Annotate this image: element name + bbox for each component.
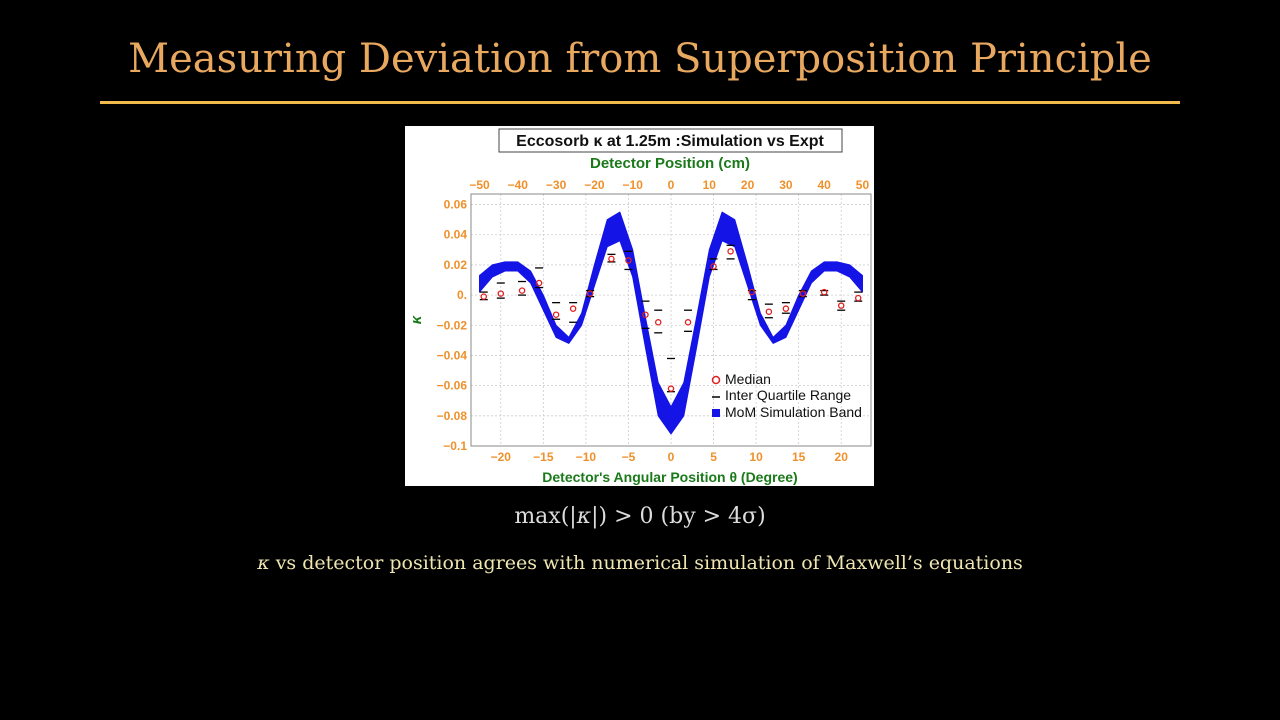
statement-kappa: κ	[576, 504, 592, 529]
x2-tick-label: −30	[546, 178, 567, 192]
x2-tick-label: 40	[818, 178, 832, 192]
median-point	[480, 293, 488, 300]
median-point	[586, 290, 594, 297]
y-tick-label: 0.04	[444, 228, 468, 242]
median-point	[820, 288, 828, 296]
slide-title: Measuring Deviation from Superposition P…	[128, 36, 1152, 82]
median-points	[480, 248, 862, 392]
plot-frame	[470, 193, 872, 447]
median-point	[799, 290, 807, 297]
median-point	[552, 311, 560, 318]
title-divider	[100, 101, 1180, 104]
x-tick-label: 15	[792, 450, 806, 464]
median-point	[569, 305, 577, 312]
median-point	[535, 279, 543, 287]
legend-iqr-label: Inter Quartile Range	[725, 387, 851, 403]
legend-median-label: Median	[725, 371, 771, 387]
x2-tick-label: 50	[856, 178, 870, 192]
chart-legend: Median Inter Quartile Range MoM Simulati…	[711, 371, 862, 420]
x2-tick-label: 20	[741, 178, 755, 192]
y-axis-title: κ	[408, 314, 425, 324]
x-tick-label: −5	[622, 450, 636, 464]
y-tick-label: −0.06	[437, 379, 468, 393]
x2-tick-label: −20	[584, 178, 605, 192]
median-point	[748, 288, 756, 296]
x-tick-label: −20	[491, 450, 512, 464]
x-tick-label: −10	[576, 450, 597, 464]
x2-tick-label: 30	[779, 178, 793, 192]
x2-tick-label: −40	[508, 178, 529, 192]
x2-axis-title: Detector Position (cm)	[590, 155, 750, 172]
chart-title: Eccosorb κ at 1.25m :Simulation vs Expt	[516, 133, 824, 150]
simulation-caption: κ vs detector position agrees with numer…	[0, 552, 1280, 574]
y-tick-label: 0.	[457, 288, 467, 302]
median-point	[667, 385, 675, 392]
caption-kappa: κ	[257, 552, 270, 574]
chart-title-box	[498, 128, 843, 153]
legend-band-label: MoM Simulation Band	[725, 404, 862, 420]
x-tick-label: 10	[749, 450, 763, 464]
statement-suffix: |) > 0 (by > 4σ)	[591, 504, 766, 529]
y-tick-label: −0.1	[443, 439, 467, 453]
iqr-dashes	[479, 244, 863, 393]
median-point	[710, 263, 717, 270]
x-axis-title: Detector's Angular Position θ (Degree)	[542, 469, 797, 485]
x-tick-labels: −20 −15 −10 −5 0 5 10 15 20	[491, 450, 849, 464]
x-tick-label: −15	[533, 450, 554, 464]
x2-tick-label: 10	[703, 178, 717, 192]
x2-tick-label: −10	[623, 178, 644, 192]
x2-tick-label: 0	[668, 178, 675, 192]
median-point	[497, 290, 505, 297]
statement-prefix: max(|	[514, 504, 577, 529]
x-tick-label: 20	[835, 450, 849, 464]
kappa-chart: Eccosorb κ at 1.25m :Simulation vs Expt …	[408, 128, 872, 485]
chart-figure: Eccosorb κ at 1.25m :Simulation vs Expt …	[405, 126, 874, 486]
y-tick-label: −0.04	[437, 348, 468, 362]
max-kappa-statement: max(|κ|) > 0 (by > 4σ)	[0, 504, 1280, 529]
simulation-band	[479, 211, 863, 435]
median-point	[625, 257, 632, 264]
x-tick-label: 0	[668, 450, 675, 464]
legend-band-marker	[712, 409, 720, 417]
simulation-band-area	[479, 211, 863, 435]
median-point	[782, 305, 790, 312]
median-point	[654, 319, 662, 326]
x-tick-label: 5	[710, 450, 717, 464]
caption-text: vs detector position agrees with numeric…	[269, 552, 1023, 574]
x2-tick-labels: −50 −40 −30 −20 −10 0 10 20 30 40 50	[469, 178, 869, 192]
median-point	[854, 294, 862, 302]
y-tick-label: 0.06	[444, 198, 468, 212]
median-point	[684, 319, 692, 326]
x2-tick-label: −50	[469, 178, 490, 192]
median-point	[518, 287, 526, 294]
y-tick-label: 0.02	[444, 258, 468, 272]
y-tick-label: −0.02	[437, 318, 468, 332]
median-point	[642, 311, 649, 318]
median-point	[608, 255, 615, 263]
median-point	[765, 308, 773, 315]
median-point	[727, 248, 734, 255]
legend-median-marker	[711, 375, 721, 385]
y-tick-labels: 0.06 0.04 0.02 0. −0.02 −0.04 −0.06 −0.08 −0.1	[437, 198, 468, 453]
y-tick-label: −0.08	[437, 409, 468, 423]
median-point	[837, 302, 845, 309]
